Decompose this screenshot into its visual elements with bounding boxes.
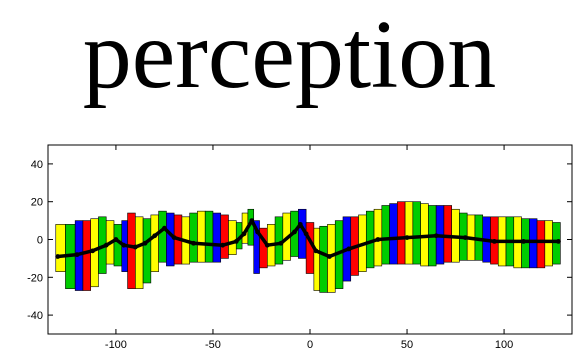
series-point-14 [241, 231, 247, 237]
stripe-10 [135, 216, 144, 289]
stripe-18 [197, 210, 206, 263]
series-point-28 [462, 235, 468, 241]
stripe-63 [536, 220, 546, 269]
y-tick-label-4: 40 [31, 159, 43, 171]
x-tick-label-4: 100 [495, 339, 513, 351]
series-point-3 [103, 242, 109, 248]
series-point-15 [249, 218, 255, 224]
stripe-46 [404, 201, 414, 265]
x-tick-label-2: 0 [307, 339, 313, 351]
stripe-35 [319, 225, 328, 293]
series-point-8 [152, 233, 158, 239]
series-point-0 [55, 254, 61, 259]
x-tick-label-1: -50 [205, 339, 221, 351]
series-point-19 [292, 229, 297, 235]
ticks-layer: -100 -50 0 50 100 -40 -20 0 20 40 [27, 145, 572, 351]
stripe-43 [381, 205, 390, 265]
series-point-5 [121, 242, 127, 248]
series-point-18 [278, 240, 284, 246]
stripe-22 [228, 220, 237, 255]
x-tick-label-3: 50 [401, 339, 413, 351]
series-point-24 [346, 246, 352, 252]
stripe-47 [412, 201, 421, 265]
stripe-62 [529, 218, 538, 269]
series-point-16 [255, 229, 260, 235]
perception-word: perception [82, 1, 497, 109]
series-point-13 [233, 238, 239, 244]
series-point-11 [191, 240, 196, 246]
series-point-30 [521, 238, 526, 244]
series-point-20 [297, 221, 303, 227]
y-tick-label-0: -40 [27, 310, 43, 322]
stripe-7 [113, 224, 123, 267]
series-point-25 [375, 237, 381, 242]
series-point-22 [313, 248, 319, 254]
stripe-64 [544, 220, 553, 267]
stripe-65 [552, 222, 561, 265]
stripe-12 [150, 214, 159, 272]
line-layer [55, 218, 561, 259]
series-point-9 [162, 225, 167, 231]
stripe-21 [220, 214, 229, 259]
series-point-7 [142, 240, 148, 246]
series-point-29 [491, 238, 497, 244]
series-point-23 [327, 254, 332, 259]
stripe-20 [212, 212, 222, 263]
series-point-6 [132, 244, 138, 250]
stripe-45 [397, 201, 406, 265]
series-point-26 [404, 235, 410, 241]
stripe-51 [443, 205, 452, 263]
y-tick-label-2: 0 [37, 235, 43, 247]
series-point-27 [433, 233, 439, 239]
stripe-11 [142, 218, 152, 284]
series-point-1 [74, 252, 80, 258]
stripe-19 [204, 210, 214, 263]
stripe-0 [55, 224, 66, 272]
series-point-2 [90, 248, 96, 254]
stripe-17 [189, 212, 198, 263]
stripe-9 [127, 212, 136, 289]
series-point-31 [556, 238, 561, 244]
series-point-21 [303, 231, 309, 237]
series-point-17 [264, 242, 270, 248]
x-tick-label-0: -100 [105, 339, 127, 351]
series-point-10 [171, 235, 177, 241]
series-point-12 [220, 242, 226, 248]
series-point-4 [113, 237, 119, 242]
stripe-44 [389, 203, 398, 265]
y-tick-label-3: 20 [31, 197, 43, 209]
y-tick-label-1: -20 [27, 272, 43, 284]
stripe-13 [158, 210, 167, 263]
stripe-34 [313, 227, 321, 291]
stripe-3 [82, 220, 91, 291]
